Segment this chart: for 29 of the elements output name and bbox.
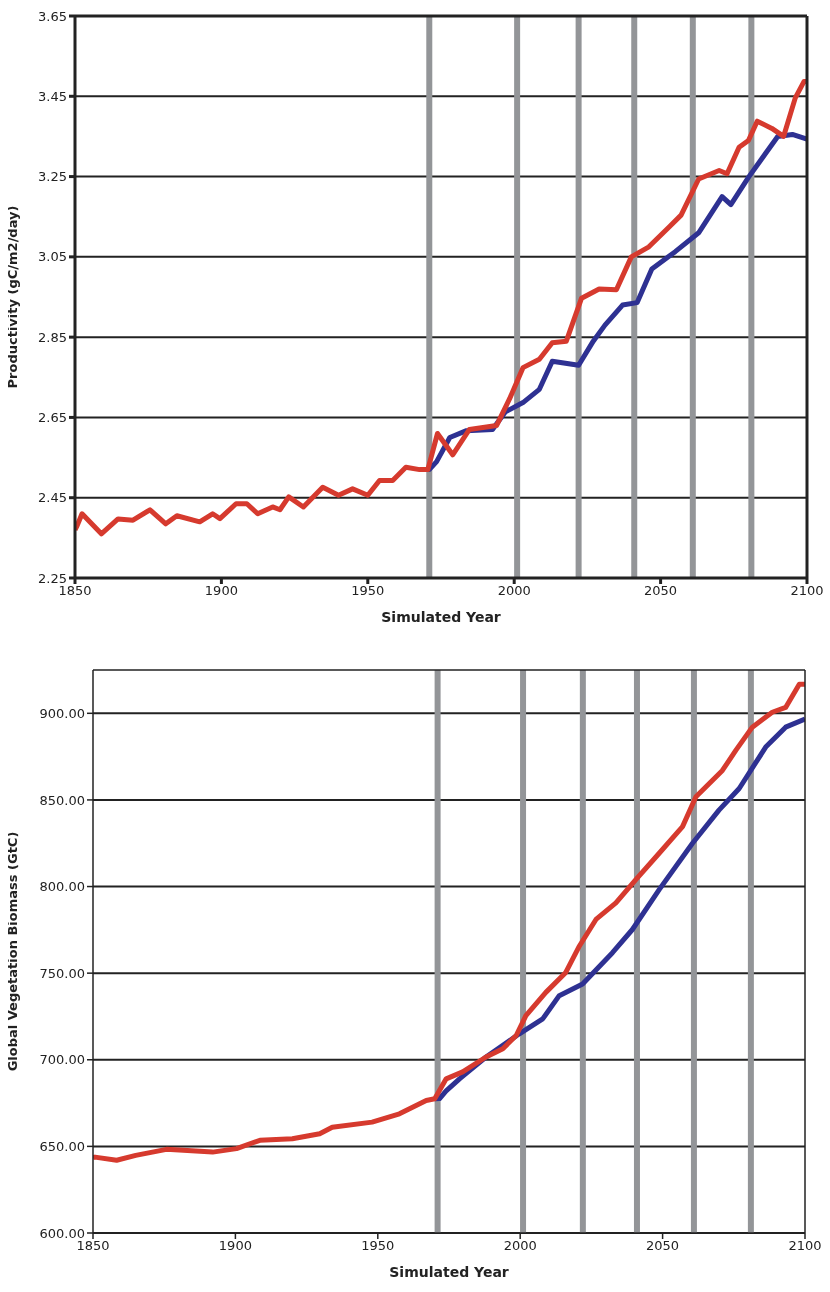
x-tick-label: 2100 xyxy=(790,583,824,599)
x-tick-label: 2000 xyxy=(503,1238,537,1254)
x-tick-label: 2000 xyxy=(497,583,531,599)
x-tick-label: 1850 xyxy=(58,583,92,599)
y-tick-label: 3.05 xyxy=(38,249,67,265)
y-tick-label: 650.00 xyxy=(39,1139,85,1154)
y-tick-label: 850.00 xyxy=(39,792,85,808)
y-tick-label: 2.25 xyxy=(38,570,67,586)
y-tick-label: 3.25 xyxy=(38,169,67,185)
y-tick-label: 900.00 xyxy=(39,705,85,721)
x-tick-label: 1950 xyxy=(351,583,385,599)
x-tick-label: 1900 xyxy=(204,583,238,599)
x-tick-label: 1950 xyxy=(361,1238,395,1254)
y-tick-label: 750.00 xyxy=(39,965,85,981)
x-tick-label: 2050 xyxy=(644,583,678,599)
y-tick-label: 2.85 xyxy=(38,329,67,345)
x-tick-label: 2050 xyxy=(646,1238,680,1254)
y-tick-label: 3.45 xyxy=(38,88,67,104)
x-tick-label: 1900 xyxy=(218,1238,252,1254)
y-tick-label: 600.00 xyxy=(39,1225,85,1241)
y-tick-label: 2.45 xyxy=(38,490,67,506)
x-tick-label: 1850 xyxy=(76,1238,110,1254)
y-tick-label: 700.00 xyxy=(39,1052,85,1068)
x-axis-title: Simulated Year xyxy=(389,1264,509,1280)
x-tick-label: 2100 xyxy=(788,1238,822,1254)
y-tick-label: 3.65 xyxy=(38,8,67,24)
x-axis-title: Simulated Year xyxy=(381,609,501,625)
y-tick-label: 800.00 xyxy=(39,879,85,895)
y-tick-label: 2.65 xyxy=(38,410,67,426)
